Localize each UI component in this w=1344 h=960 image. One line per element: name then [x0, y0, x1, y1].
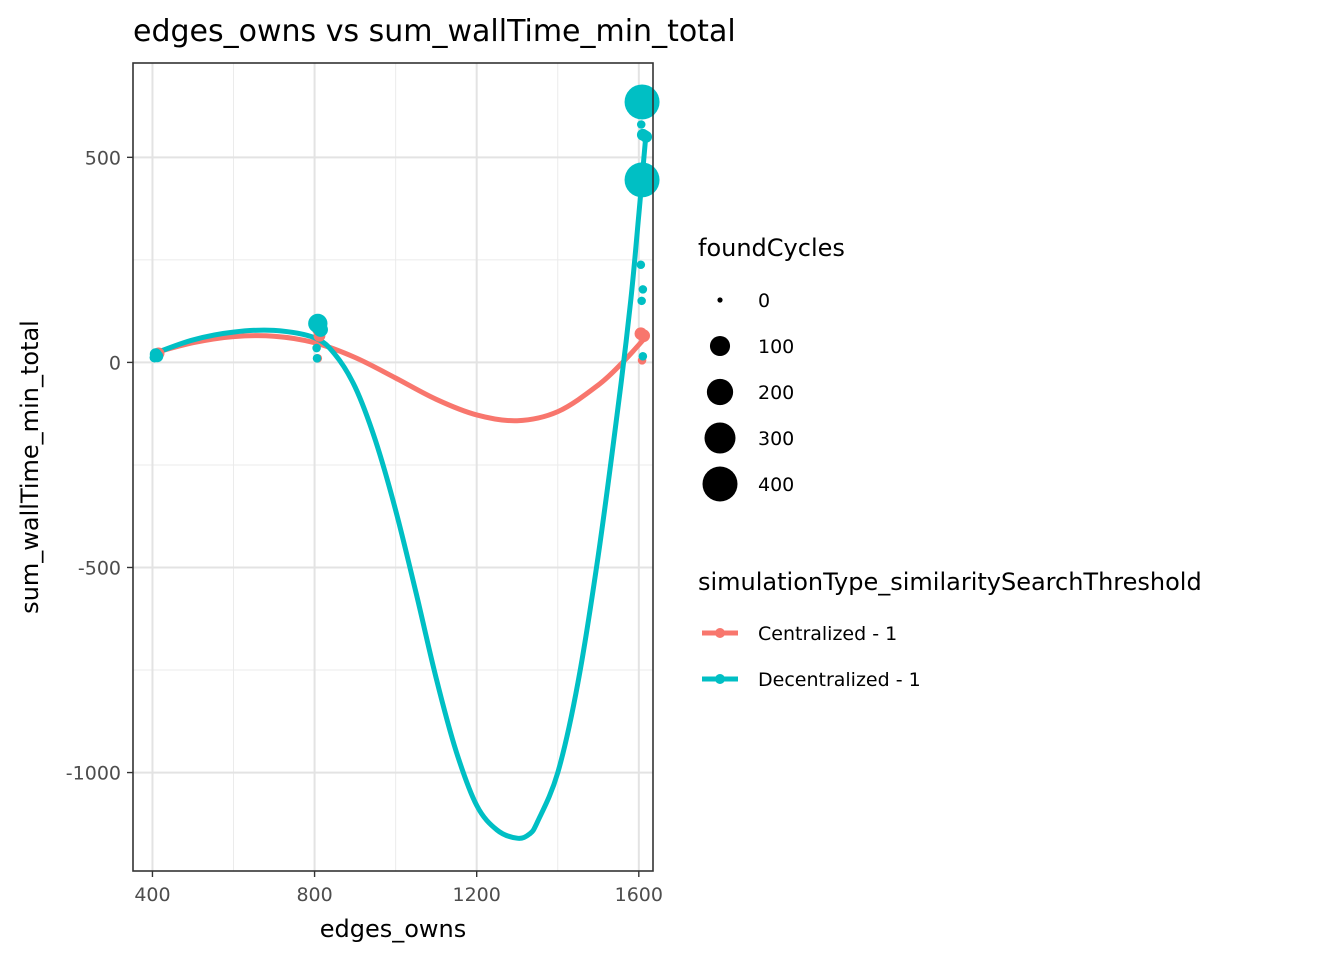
data-point-decentralized [636, 260, 646, 270]
data-point-decentralized [312, 354, 322, 363]
size-legend-key [706, 378, 734, 406]
smooth-line-centralized [150, 333, 650, 424]
color-legend-point [715, 628, 725, 638]
size-legend-key [717, 297, 723, 303]
x-tick-label: 1600 [615, 884, 663, 906]
color-legend-label: Decentralized - 1 [758, 669, 921, 691]
data-point-decentralized [640, 130, 653, 143]
size-legend-label: 0 [758, 290, 770, 312]
x-tick-label: 400 [134, 884, 170, 906]
chart-title: edges_owns vs sum_wallTime_min_total [133, 14, 736, 49]
color-legend-title: simulationType_similaritySearchThreshold [698, 568, 1202, 596]
data-point-centralized [637, 329, 651, 343]
data-point-decentralized [636, 120, 646, 129]
data-points [149, 84, 660, 365]
data-point-decentralized [624, 162, 660, 198]
plot-panel [132, 62, 660, 872]
color-legend-point [715, 674, 725, 684]
y-axis-ticks: 500 0 -500 -1000 [66, 147, 133, 785]
panel-border [132, 62, 654, 872]
data-point-decentralized [312, 343, 321, 353]
data-point-decentralized [638, 285, 648, 294]
color-legend: simulationType_similaritySearchThreshold… [698, 568, 1202, 691]
data-point-decentralized [638, 351, 648, 361]
data-point-decentralized [637, 296, 646, 306]
y-tick-label: 500 [85, 147, 121, 169]
size-legend-label: 200 [758, 382, 794, 404]
major-gridlines [133, 63, 653, 871]
size-legend-label: 400 [758, 474, 794, 496]
y-tick-label: 0 [109, 352, 121, 374]
size-legend-key [702, 466, 738, 502]
x-axis-ticks: 400 800 1200 1600 [134, 871, 663, 906]
panel-background [133, 63, 653, 871]
data-point-decentralized [149, 352, 160, 363]
size-legend-key [709, 335, 731, 357]
x-tick-label: 1200 [453, 884, 501, 906]
data-point-decentralized [313, 322, 328, 337]
size-legend: foundCycles 0 100 200 300 400 [698, 234, 845, 502]
size-legend-label: 100 [758, 336, 794, 358]
y-axis-title: sum_wallTime_min_total [16, 320, 44, 614]
size-legend-title: foundCycles [698, 234, 845, 262]
y-tick-label: -1000 [66, 763, 121, 785]
size-legend-label: 300 [758, 428, 794, 450]
size-legend-key [704, 422, 736, 454]
minor-gridlines [133, 63, 653, 871]
y-tick-label: -500 [78, 557, 121, 579]
x-axis-title: edges_owns [320, 915, 467, 943]
x-tick-label: 800 [296, 884, 332, 906]
color-legend-label: Centralized - 1 [758, 623, 897, 645]
data-point-decentralized [624, 84, 660, 120]
